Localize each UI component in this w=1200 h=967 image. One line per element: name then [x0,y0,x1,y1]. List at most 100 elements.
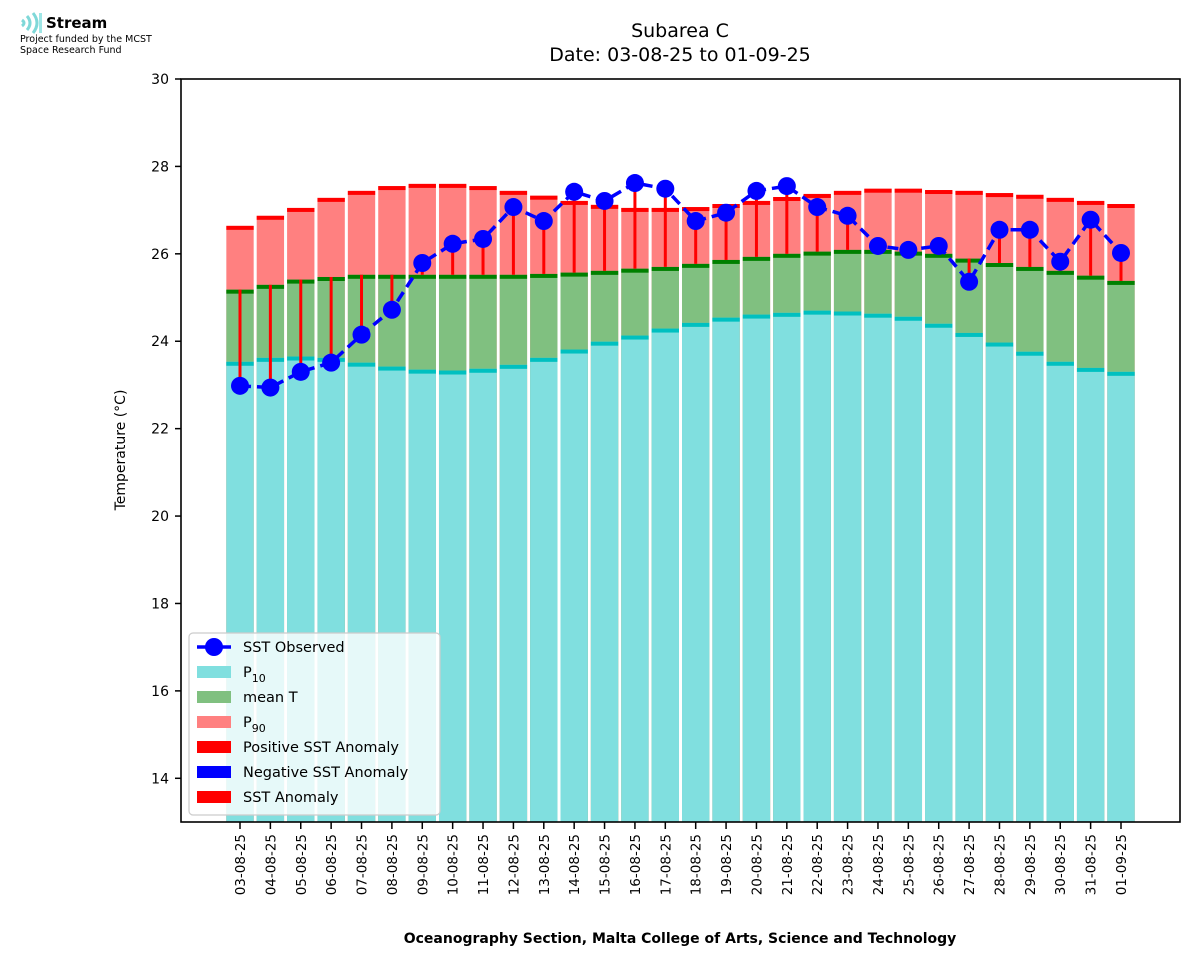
p10-bar [803,310,831,822]
brand: Stream [20,12,152,34]
legend-label-text: Positive SST Anomaly [243,740,399,756]
legend-label: SST Observed [243,640,345,656]
funding-line-2: Space Research Fund [20,45,122,56]
x-tick-label: 15-08-25 [598,834,614,895]
wave-signal-icon [20,12,44,34]
legend-label-subscript: 10 [252,672,266,685]
bars-layer [226,183,1135,823]
p90-bar-edge [256,215,285,220]
p10-bar-edge [773,312,801,317]
p10-bar-edge [682,322,710,327]
p10-bar [712,317,740,822]
p10-bar [560,349,588,822]
p10-bar [438,370,467,822]
legend-label-text: SST Observed [243,640,345,656]
x-tick-label: 03-08-25 [233,834,249,895]
p10-bar [925,323,953,822]
sst-observed-point [777,177,796,196]
p10-bar-edge [925,323,953,328]
y-tick-label: 20 [151,509,169,525]
sst-observed-point [474,229,493,248]
sst-observed-point [382,300,401,319]
y-tick-label: 30 [151,72,169,88]
p10-bar-edge [742,314,771,319]
legend-label-subscript: 90 [252,722,266,735]
mean-bar-edge [925,253,953,258]
legend-patch-swatch [197,766,231,778]
p10-bar [682,322,710,822]
mean-bar-edge [590,270,619,275]
mean-bar-edge [560,272,588,277]
p10-bar-edge [985,342,1014,347]
x-tick-label: 13-08-25 [537,834,553,895]
p90-bar-edge [1016,194,1044,199]
p10-bar [651,328,679,822]
sst-observed-point [322,353,341,372]
sst-observed-point [747,181,766,200]
p10-bar [985,342,1014,822]
x-tick-label: 04-08-25 [263,834,279,895]
p10-bar-edge [469,368,497,373]
x-axis-label: Oceanography Section, Malta College of A… [404,931,957,947]
sst-observed-point [261,378,280,397]
sst-observed-point [960,272,979,291]
p10-bar [1076,367,1105,822]
y-axis: 14 16 18 20 22 24 26 28 30 [151,72,181,787]
p90-bar-edge [1046,197,1074,202]
p10-bar-edge [560,349,588,354]
p10-bar-edge [499,364,528,369]
x-tick-label: 19-08-25 [719,834,735,895]
p90-bar-edge [378,186,406,191]
x-tick-label: 22-08-25 [810,834,826,895]
p10-bar [1016,351,1044,822]
p90-bar-edge [682,207,710,212]
p10-bar-edge [378,366,406,371]
p90-bar-edge [803,193,831,198]
p10-bar [1107,371,1135,822]
chart-subtitle: Date: 03-08-25 to 01-09-25 [549,44,811,66]
y-tick-label: 24 [151,334,169,350]
x-tick-label: 25-08-25 [901,834,917,895]
p10-bar-edge [530,357,558,362]
mean-bar-edge [803,251,831,256]
x-tick-label: 14-08-25 [567,834,583,895]
legend-patch-swatch [197,741,231,753]
sst-observed-point [1081,210,1100,229]
sst-observed-point [899,240,918,259]
legend-marker-swatch [205,638,223,656]
p10-bar-edge [438,370,467,375]
legend-patch-swatch [197,716,231,728]
p10-bar [864,313,892,822]
p90-bar-edge [347,190,376,195]
y-tick-label: 14 [151,771,169,787]
x-tick-label: 05-08-25 [294,834,310,895]
sst-observed-point [868,236,887,255]
sst-observed-point [656,179,675,198]
p90-bar-edge [226,225,254,230]
p10-bar-edge [864,313,892,318]
y-tick-label: 28 [151,159,169,175]
p90-bar-edge [1076,200,1105,205]
p10-bar [530,357,558,822]
p10-bar [955,332,983,822]
x-tick-label: 28-08-25 [992,834,1008,895]
x-tick-label: 12-08-25 [506,834,522,895]
mean-bar-edge [530,273,558,278]
x-tick-label: 26-08-25 [932,834,948,895]
mean-bar-edge [408,274,436,279]
p10-bar-edge [651,328,679,333]
y-tick-label: 22 [151,422,169,438]
legend-label: P10 [243,665,266,685]
mean-bar-edge [499,274,528,279]
chart-title: Subarea C [631,20,729,42]
sst-observed-point [990,220,1009,239]
x-tick-label: 11-08-25 [476,834,492,895]
p10-bar [590,341,619,822]
sst-observed-point [717,203,736,222]
mean-bar-edge [712,259,740,264]
mean-bar-edge [438,274,467,279]
sst-observed-point [595,191,614,210]
legend-label: mean T [243,690,298,706]
p90-bar-edge [530,195,558,200]
